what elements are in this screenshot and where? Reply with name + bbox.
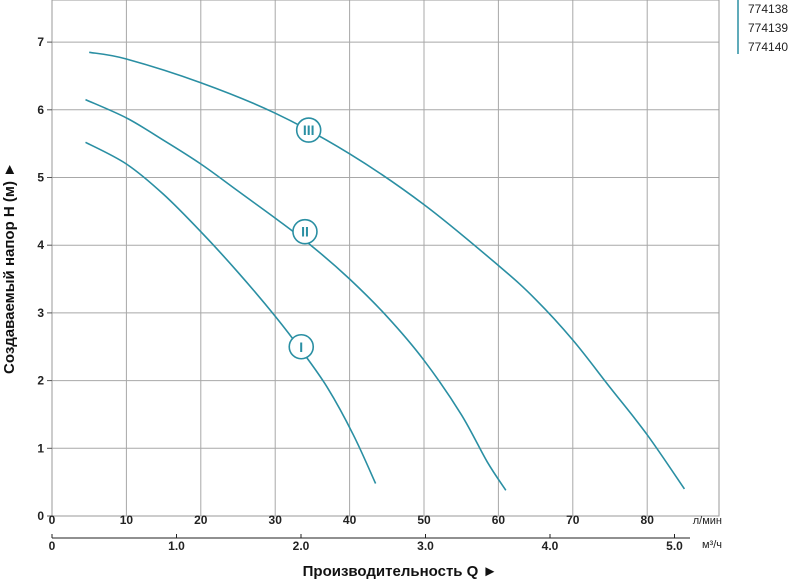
legend-item: 774140	[748, 40, 788, 54]
x-axis-title: Производительность Q ►	[303, 563, 498, 579]
x-tick-label-lpm: 70	[566, 513, 580, 527]
curve-label-circle	[295, 117, 322, 143]
y-tick-label: 3	[37, 306, 44, 320]
curve-label: II	[301, 224, 309, 240]
x-tick-label-lpm: 30	[269, 513, 283, 527]
y-tick-label: 2	[37, 374, 44, 388]
x-tick-label-lpm: 10	[120, 513, 134, 527]
x-tick-label-m3h: 5.0	[666, 539, 683, 553]
y-tick-label: 7	[37, 35, 44, 49]
x-tick-label-m3h: 1.0	[168, 539, 185, 553]
x-tick-label-m3h: 3.0	[417, 539, 434, 553]
curve-I	[85, 141, 377, 484]
x-unit-m3h: м³/ч	[702, 539, 722, 551]
y-axis-title: Создаваемый напор H (м) ►	[1, 162, 18, 374]
y-tick-label: 5	[37, 171, 44, 185]
y-tick-label: 4	[37, 238, 44, 252]
y-tick-label: 0	[37, 509, 44, 523]
legend-item: 774138	[748, 2, 788, 16]
x-tick-label-lpm: 80	[641, 513, 655, 527]
x-tick-label-lpm: 60	[492, 513, 506, 527]
x-tick-label-lpm: 50	[417, 513, 431, 527]
chart-grid	[52, 0, 719, 516]
x-tick-label-m3h: 4.0	[542, 539, 559, 553]
x-tick-label-lpm: 40	[343, 513, 357, 527]
curve-label: I	[299, 339, 303, 355]
y-tick-label: 1	[37, 441, 44, 455]
x-unit-lpm: л/мин	[693, 515, 722, 527]
legend-item: 774139	[748, 21, 788, 35]
plot-frame	[51, 0, 720, 517]
curve-II	[85, 98, 507, 491]
x-tick-label-lpm: 0	[49, 513, 56, 527]
x-tick-label-lpm: 20	[194, 513, 208, 527]
curve-label-circle	[288, 333, 315, 360]
x-tick-label-m3h: 0	[49, 539, 56, 553]
legend: 774138 774139 774140	[737, 0, 788, 54]
curve-label: III	[303, 122, 315, 138]
y-tick-label: 6	[37, 103, 44, 117]
curve-III	[89, 51, 686, 490]
curve-label-circle	[292, 218, 318, 245]
x-tick-label-m3h: 2.0	[293, 539, 310, 553]
